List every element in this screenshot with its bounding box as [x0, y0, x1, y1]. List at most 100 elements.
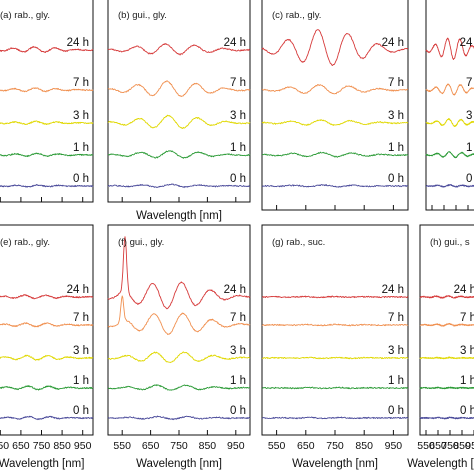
series-line-0h: [107, 415, 251, 421]
series-line-7h: [107, 80, 251, 97]
panel-2: 0 h 1 h 3 h 7 h 24 h (c) rab., gly.: [261, 0, 409, 211]
panel-frame: [107, 224, 251, 436]
x-tick-label: 950: [227, 440, 245, 452]
series-line-0h: [261, 416, 409, 420]
series-line-7h: [425, 83, 474, 96]
series-line-3h: [261, 356, 409, 360]
series-line-1h: [261, 386, 409, 390]
time-label: 3 h: [230, 345, 246, 357]
time-label: 3 h: [73, 345, 89, 357]
time-label: 24 h: [224, 284, 246, 296]
panel-1: 0 h 1 h 3 h 7 h 24 h (b) gui., gly. Wavelength…: [107, 0, 251, 222]
panel-title: (h) gui., s: [430, 237, 470, 248]
time-label: 24 h: [67, 284, 89, 296]
x-tick-label: 650: [12, 440, 30, 452]
panel-frame: [419, 224, 474, 436]
panel-frame: [261, 0, 409, 211]
time-label: 24 h: [382, 37, 404, 49]
time-label: 0 h: [73, 173, 89, 185]
x-tick-label: 750: [33, 440, 51, 452]
time-label: 1 h: [73, 142, 89, 154]
series-line-0h: [0, 415, 94, 421]
panel-frame: [0, 0, 94, 203]
series-line-7h: [0, 87, 94, 93]
series-line-24h: [425, 37, 474, 61]
panel-frame: [261, 224, 409, 436]
time-label: 1 h: [388, 142, 404, 154]
time-label: 1 h: [73, 375, 89, 387]
time-label: 7 h: [230, 77, 246, 89]
time-label: 3 h: [460, 345, 474, 357]
series-line-3h: [419, 356, 474, 360]
x-tick-label: 850: [453, 440, 471, 452]
x-tick-label: 650: [429, 440, 447, 452]
series-line-24h: [261, 29, 409, 66]
series-line-7h: [262, 84, 409, 95]
series-line-1h: [108, 384, 251, 391]
time-label: 1 h: [460, 375, 474, 387]
time-label: 1 h: [230, 375, 246, 387]
time-label: 0 h: [388, 405, 404, 417]
series-line-1h: [0, 152, 94, 158]
panel-title: (c) rab., gly.: [272, 10, 321, 21]
x-tick-label: 650: [142, 440, 160, 452]
series-line-0h: [419, 416, 474, 420]
series-line-24h: [107, 43, 251, 56]
time-label: 0 h: [230, 173, 246, 185]
series-line-1h: [419, 386, 474, 390]
time-label: 1 h: [388, 375, 404, 387]
panel-3: 0 h 1 h 3 h 7 h 24 h: [425, 0, 474, 211]
x-tick-label: 950: [465, 440, 474, 452]
time-label: 24 h: [382, 284, 404, 296]
series-line-1h: [261, 151, 409, 158]
time-label: 24 h: [454, 284, 474, 296]
x-tick-label: 550: [417, 440, 435, 452]
time-label: 24 h: [460, 37, 474, 49]
x-tick-label: 550: [0, 440, 9, 452]
panel-title: (g) rab., suc.: [272, 237, 325, 248]
x-axis-title: Wavelength [nm]: [136, 210, 222, 222]
x-tick-label: 750: [170, 440, 188, 452]
series-line-3h: [425, 118, 474, 127]
x-tick-label: 950: [74, 440, 92, 452]
series-line-1h: [0, 385, 94, 391]
series-line-24h: [0, 294, 94, 300]
time-label: 7 h: [230, 312, 246, 324]
series-line-24h: [419, 295, 474, 299]
time-label: 1 h: [466, 142, 474, 154]
time-label: 7 h: [73, 312, 89, 324]
time-label: 0 h: [230, 405, 246, 417]
series-line-7h: [419, 322, 474, 327]
panel-5: 0 h 1 h 3 h 7 h 24 h (f) gui., gly. 550 650 750 8…: [107, 224, 251, 470]
time-label: 7 h: [460, 312, 474, 324]
panel-title: (b) gui., gly.: [118, 10, 167, 21]
panel-6: 0 h 1 h 3 h 7 h 24 h (g) rab., suc. 550 650 750 8…: [261, 224, 409, 470]
series-line-3h: [107, 114, 251, 129]
series-line-0h: [425, 184, 474, 188]
time-label: 0 h: [388, 173, 404, 185]
time-label: 0 h: [73, 405, 89, 417]
panel-title: (f) gui., gly.: [118, 237, 164, 248]
time-label: 24 h: [67, 37, 89, 49]
x-axis-title: Wavelength [nm]: [407, 458, 474, 470]
series-line-0h: [261, 184, 408, 188]
x-tick-label: 550: [113, 440, 131, 452]
panel-0: 0 h 1 h 3 h 7 h 24 h (a) rab., gly.: [0, 0, 94, 203]
series-line-7h: [107, 295, 251, 335]
x-tick-label: 850: [355, 440, 373, 452]
panel-title: (e) rab., gly.: [0, 237, 50, 248]
panel-title: (a) rab., gly.: [0, 10, 50, 21]
x-axis-title: Wavelength [nm]: [292, 458, 378, 470]
time-label: 7 h: [388, 312, 404, 324]
time-label: 7 h: [466, 77, 474, 89]
time-label: 0 h: [466, 173, 474, 185]
series-line-0h: [107, 183, 250, 189]
series-line-1h: [425, 151, 474, 159]
panel-4: 0 h 1 h 3 h 7 h 24 h (e) rab., gly. 5506507508…: [0, 224, 94, 470]
series-line-3h: [0, 354, 94, 361]
series-line-3h: [107, 351, 251, 363]
time-label: 3 h: [388, 345, 404, 357]
time-label: 7 h: [73, 77, 89, 89]
x-tick-label: 550: [268, 440, 286, 452]
